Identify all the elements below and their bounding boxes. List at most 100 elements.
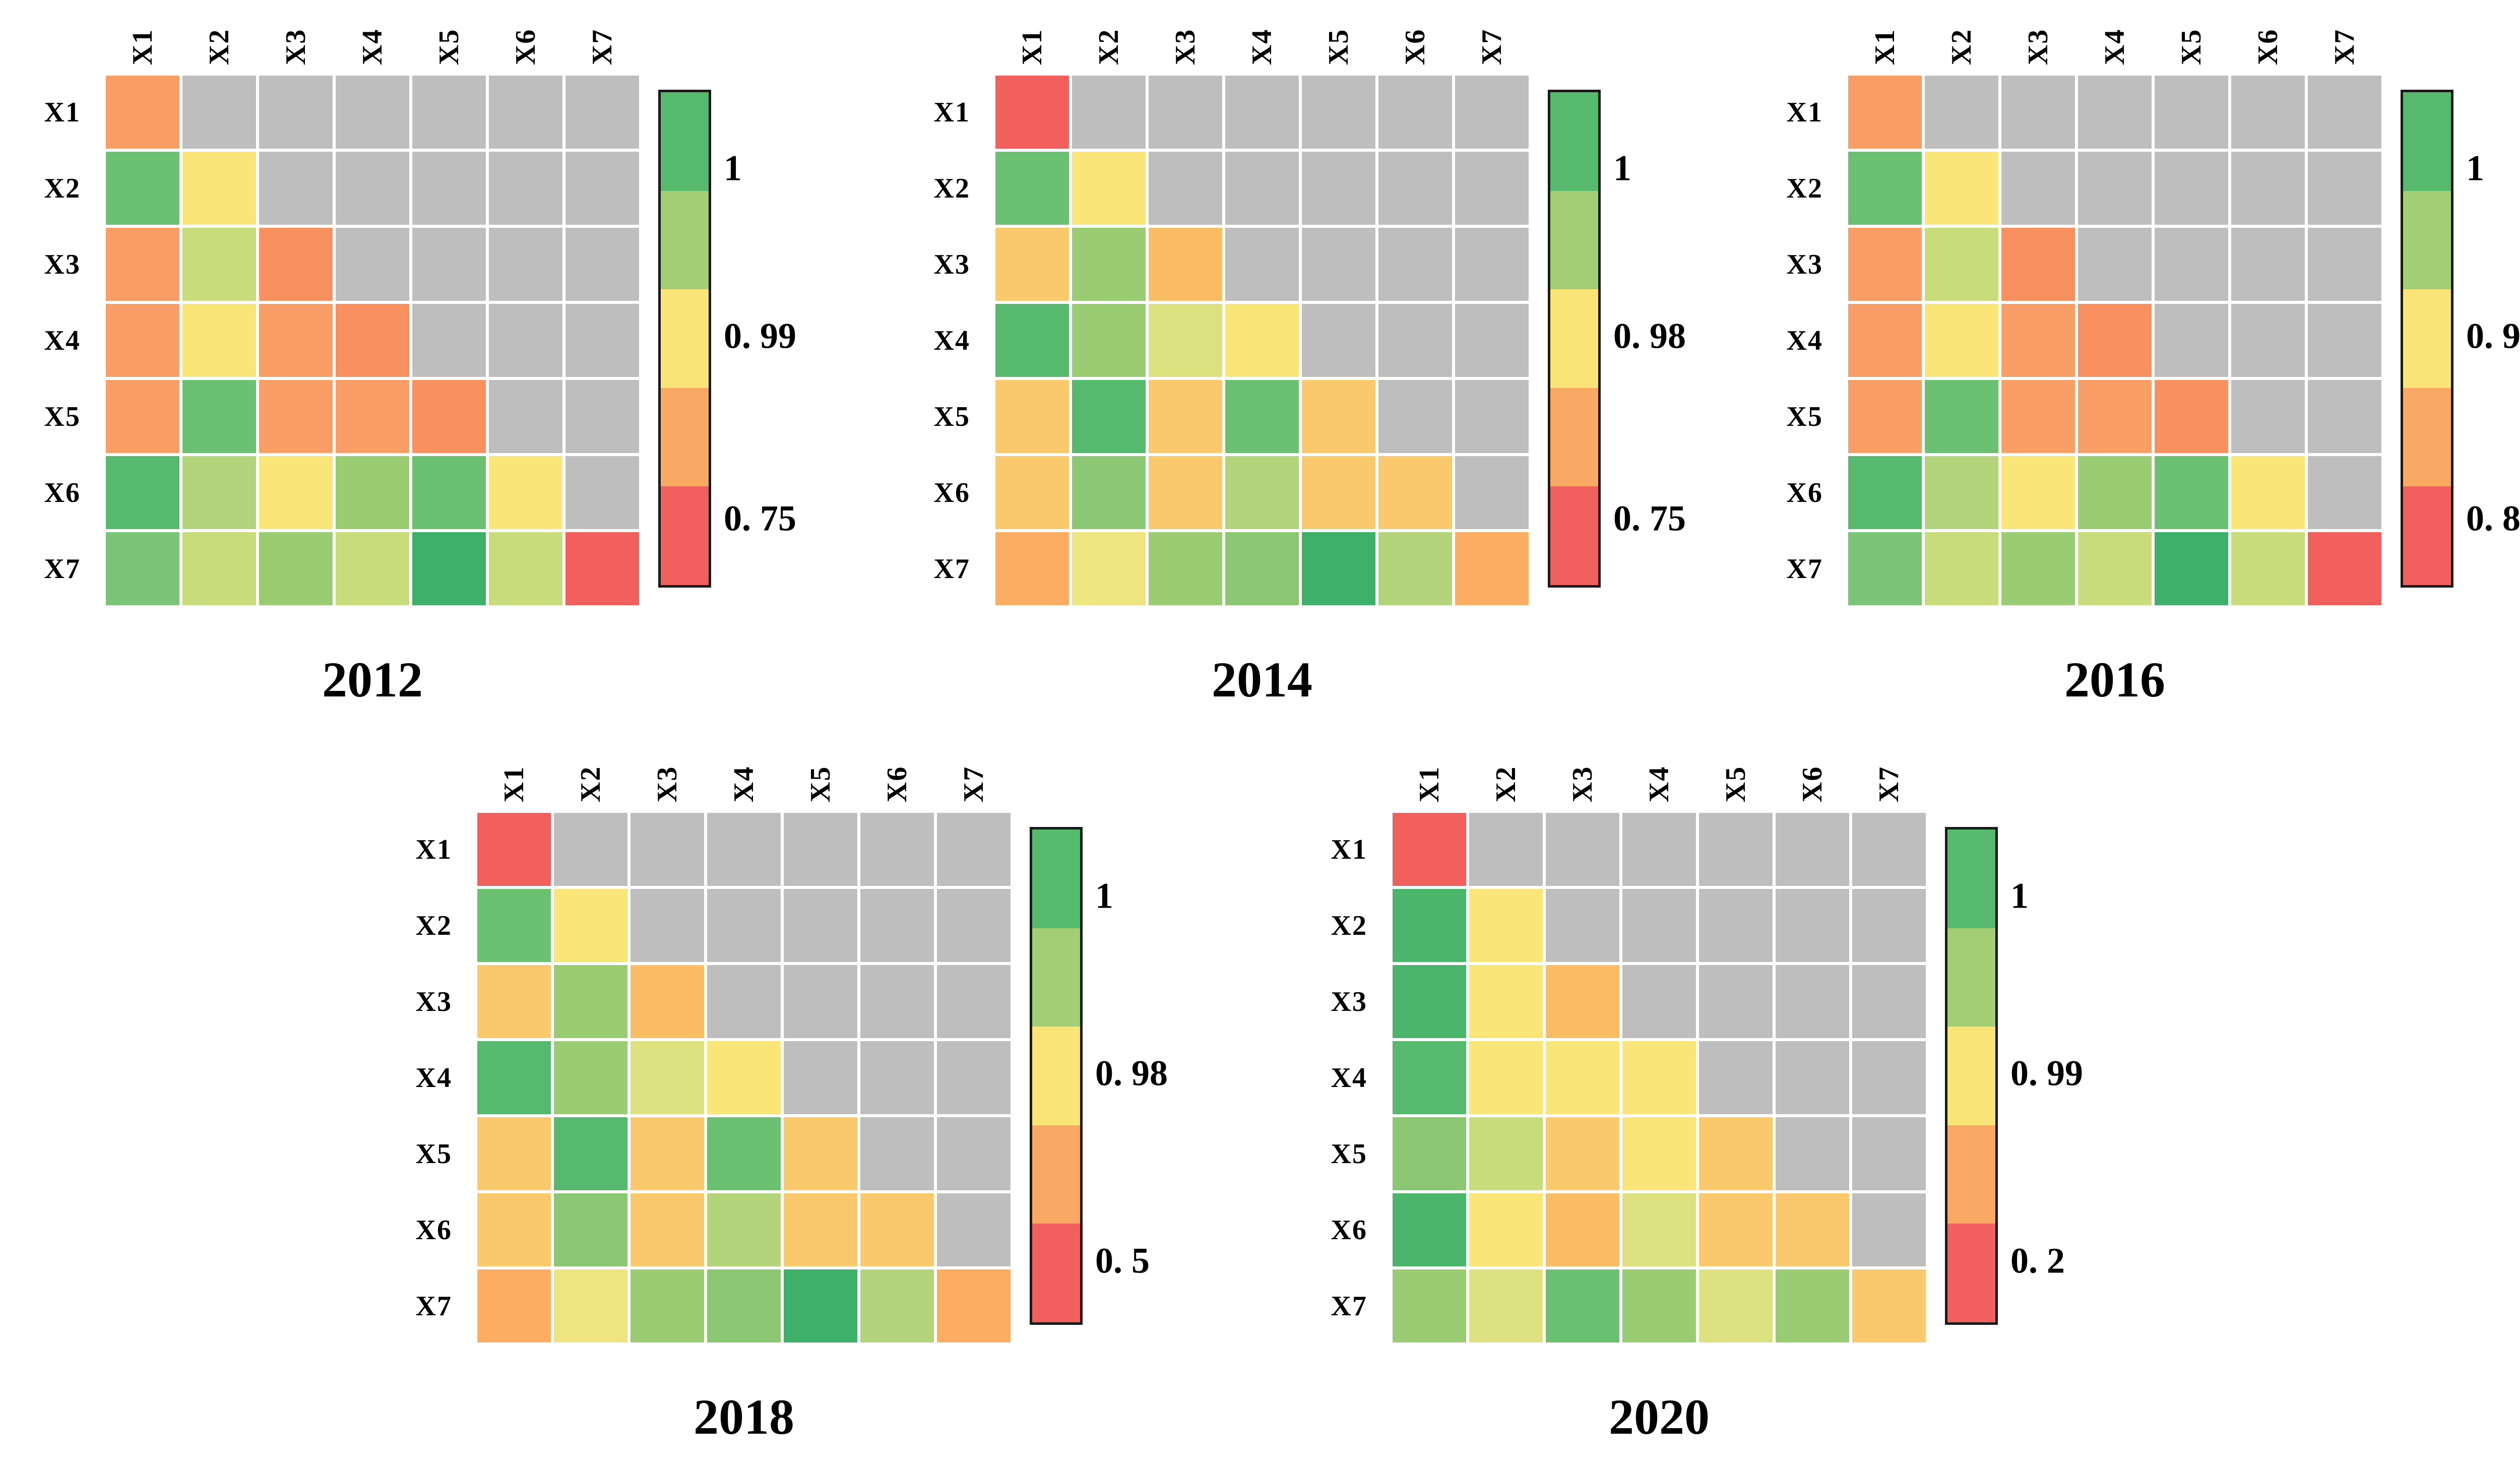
col-label-X2: X2: [1466, 725, 1546, 802]
heatmap-cell-X6-X4: [1225, 456, 1299, 529]
colorbar: [658, 90, 711, 588]
heatmap-cell-X7-X2: [1072, 532, 1146, 605]
heatmap-cell-X6-X1: [1393, 1193, 1466, 1266]
heatmap-cell-X6-X7: [1852, 1193, 1926, 1266]
heatmap-cell-X1-X1: [995, 76, 1069, 149]
heatmap-cell-X2-X1: [106, 152, 179, 225]
heatmap-cell-X3-X5: [784, 965, 857, 1038]
heatmap-cell-X2-X6: [1776, 889, 1849, 962]
row-label-X4: X4: [885, 304, 970, 377]
heatmap-cell-X6-X1: [477, 1193, 551, 1266]
row-label-text: X5: [415, 1138, 452, 1170]
heatmap-cell-X4-X2: [554, 1041, 627, 1114]
heatmap-cell-X6-X6: [1776, 1193, 1849, 1266]
row-label-text: X3: [1331, 986, 1367, 1017]
heatmap-cell-X7-X7: [2308, 532, 2381, 605]
colorbar: [1030, 827, 1083, 1325]
heatmap-cell-X4-X5: [784, 1041, 857, 1114]
heatmap-cell-X6-X2: [1469, 1193, 1543, 1266]
heatmap-cell-X2-X7: [565, 152, 639, 225]
heatmap-cell-X7-X4: [1622, 1269, 1696, 1342]
col-label-text: X3: [2022, 28, 2054, 66]
col-label-X2: X2: [179, 0, 260, 65]
heatmap-cell-X1-X2: [1925, 76, 1998, 149]
row-label-X3: X3: [1737, 228, 1823, 301]
colorbar-tick-label: 0. 99: [2010, 1053, 2083, 1094]
colorbar-segment-4: [1947, 1224, 1995, 1322]
col-label-text: X5: [1720, 765, 1751, 803]
col-label-text: X3: [280, 28, 311, 66]
row-label-X1: X1: [0, 76, 81, 149]
heatmap-cell-X2-X5: [1699, 889, 1773, 962]
heatmap-cell-X4-X3: [259, 304, 333, 377]
heatmap-cell-X5-X6: [489, 380, 562, 453]
row-label-X4: X4: [0, 304, 81, 377]
colorbar-tick-label: 0. 98: [1095, 1053, 1168, 1094]
heatmap-grid: [1848, 76, 2381, 605]
heatmap-cell-X2-X2: [1925, 152, 1998, 225]
heatmap-cell-X4-X4: [2078, 304, 2152, 377]
heatmap-cell-X3-X2: [1469, 965, 1543, 1038]
col-label-text: X7: [586, 28, 618, 66]
heatmap-cell-X2-X2: [554, 889, 627, 962]
colorbar-segment-3: [2403, 388, 2451, 487]
heatmap-cell-X1-X5: [412, 76, 486, 149]
row-label-X6: X6: [1737, 456, 1823, 529]
heatmap-cell-X5-X1: [995, 380, 1069, 453]
heatmap-cell-X2-X4: [2078, 152, 2152, 225]
heatmap-cell-X5-X5: [412, 380, 486, 453]
heatmap-cell-X3-X3: [1149, 228, 1222, 301]
heatmap-cell-X4-X6: [1776, 1041, 1849, 1114]
colorbar-segment-3: [661, 388, 709, 487]
heatmap-cell-X7-X7: [1852, 1269, 1926, 1342]
col-label-text: X1: [127, 28, 158, 66]
heatmap-cell-X6-X7: [937, 1193, 1011, 1266]
heatmap-cell-X6-X3: [631, 1193, 704, 1266]
row-label-text: X2: [1786, 172, 1823, 204]
heatmap-cell-X4-X6: [1378, 304, 1452, 377]
heatmap-cell-X6-X6: [489, 456, 562, 529]
col-label-X5: X5: [1298, 0, 1379, 65]
heatmap-cell-X3-X3: [2001, 228, 2075, 301]
heatmap-cell-X1-X7: [1852, 813, 1926, 886]
heatmap-cell-X7-X7: [565, 532, 639, 605]
heatmap-cell-X5-X6: [2231, 380, 2305, 453]
colorbar-segment-1: [1947, 928, 1995, 1027]
col-label-X7: X7: [1452, 0, 1532, 65]
heatmap-cell-X7-X2: [182, 532, 256, 605]
heatmap-cell-X6-X1: [1848, 456, 1922, 529]
heatmap-cell-X4-X7: [937, 1041, 1011, 1114]
heatmap-cell-X4-X4: [1622, 1041, 1696, 1114]
year-title: 2012: [322, 652, 423, 708]
row-label-text: X4: [1331, 1062, 1367, 1094]
heatmap-cell-X2-X3: [1546, 889, 1619, 962]
col-label-X4: X4: [1619, 725, 1699, 802]
heatmap-cell-X5-X7: [1455, 380, 1529, 453]
heatmap-cell-X2-X4: [707, 889, 781, 962]
row-label-X4: X4: [1282, 1041, 1367, 1114]
heatmap-cell-X6-X7: [2308, 456, 2381, 529]
heatmap-cell-X1-X6: [1378, 76, 1452, 149]
heatmap-cell-X5-X6: [860, 1117, 934, 1190]
colorbar-segment-1: [1032, 928, 1080, 1027]
heatmap-cell-X4-X2: [182, 304, 256, 377]
col-label-text: X6: [2252, 28, 2284, 66]
col-label-X2: X2: [1921, 0, 2002, 65]
heatmap-cell-X6-X4: [336, 456, 409, 529]
heatmap-cell-X1-X3: [631, 813, 704, 886]
heatmap-cell-X7-X6: [489, 532, 562, 605]
heatmap-cell-X7-X5: [1302, 532, 1375, 605]
heatmap-cell-X7-X2: [1469, 1269, 1543, 1342]
heatmap-cell-X5-X3: [1149, 380, 1222, 453]
heatmap-cell-X3-X5: [2155, 228, 2228, 301]
col-label-text: X6: [510, 28, 541, 66]
row-label-X6: X6: [885, 456, 970, 529]
heatmap-cell-X3-X1: [1393, 965, 1466, 1038]
heatmap-cell-X3-X2: [1925, 228, 1998, 301]
heatmap-cell-X5-X6: [1378, 380, 1452, 453]
colorbar: [1548, 90, 1601, 588]
year-title: 2014: [1212, 652, 1312, 708]
heatmap-cell-X3-X4: [2078, 228, 2152, 301]
col-label-X5: X5: [409, 0, 489, 65]
col-label-text: X5: [804, 765, 836, 803]
